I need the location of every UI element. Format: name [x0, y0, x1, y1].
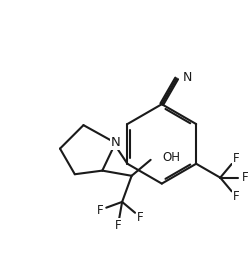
- Text: F: F: [96, 204, 103, 217]
- Text: F: F: [137, 211, 144, 224]
- Text: F: F: [115, 219, 121, 232]
- Text: F: F: [233, 190, 240, 203]
- Text: F: F: [242, 171, 248, 184]
- Text: N: N: [183, 71, 192, 84]
- Text: OH: OH: [162, 151, 181, 164]
- Text: N: N: [111, 137, 120, 149]
- Text: F: F: [233, 152, 240, 165]
